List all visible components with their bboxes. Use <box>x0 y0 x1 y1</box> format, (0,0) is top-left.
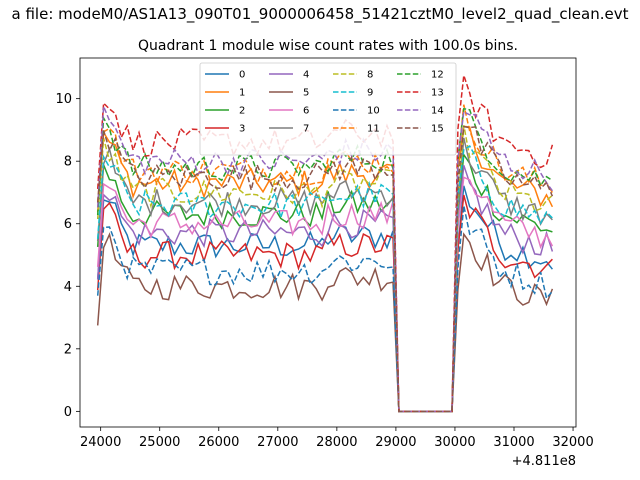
axes-frame <box>79 57 577 428</box>
legend-label-2: 2 <box>239 106 245 117</box>
legend-label-4: 4 <box>303 70 309 81</box>
x-tick-label: 24000 <box>80 435 121 450</box>
x-tick-label: 32000 <box>552 435 593 450</box>
series-line-6 <box>96 176 554 413</box>
y-tick-label: 2 <box>64 342 72 357</box>
figure-suptitle: a file: modeM0/AS1A13_090T01_9000006458_… <box>12 5 629 24</box>
series-line-9 <box>96 144 553 413</box>
legend-label-14: 14 <box>431 106 444 117</box>
series-line-11 <box>96 104 554 413</box>
y-tick-label: 10 <box>55 92 72 107</box>
legend-label-8: 8 <box>367 70 373 81</box>
legend-label-10: 10 <box>367 106 380 117</box>
legend-label-5: 5 <box>303 88 309 99</box>
y-tick-label: 0 <box>64 405 72 420</box>
series-line-5 <box>96 232 554 413</box>
y-tick-label: 6 <box>64 217 72 232</box>
legend-box <box>199 62 457 156</box>
series-line-1 <box>96 125 554 413</box>
chart-title: Quadrant 1 module wise count rates with … <box>138 38 518 54</box>
legend-label-15: 15 <box>431 124 444 135</box>
legend-label-7: 7 <box>303 124 309 135</box>
legend-label-0: 0 <box>239 70 245 81</box>
x-offset-label: +4.811e8 <box>512 454 576 469</box>
x-tick-label: 28000 <box>316 435 357 450</box>
series-line-15 <box>96 125 554 413</box>
series-line-12 <box>96 107 553 413</box>
x-tick-label: 26000 <box>198 435 239 450</box>
series-line-10 <box>96 205 553 413</box>
legend-label-6: 6 <box>303 106 309 117</box>
x-tick-label: 25000 <box>139 435 180 450</box>
legend-label-12: 12 <box>431 70 444 81</box>
legend-label-13: 13 <box>431 88 444 99</box>
x-tick-label: 31000 <box>493 435 534 450</box>
x-tick-label: 30000 <box>434 435 475 450</box>
x-tick-label: 29000 <box>375 435 416 450</box>
y-tick-label: 8 <box>64 155 72 170</box>
y-axis: 0 2 4 6 8 10 <box>55 92 80 420</box>
legend-label-3: 3 <box>239 124 245 135</box>
legend-label-11: 11 <box>367 124 380 135</box>
y-tick-label: 4 <box>64 280 72 295</box>
legend-label-1: 1 <box>239 88 245 99</box>
x-axis: 24000 25000 26000 27000 28000 29000 30000 31000… <box>80 427 594 450</box>
legend-label-9: 9 <box>367 88 373 99</box>
x-tick-label: 27000 <box>257 435 298 450</box>
